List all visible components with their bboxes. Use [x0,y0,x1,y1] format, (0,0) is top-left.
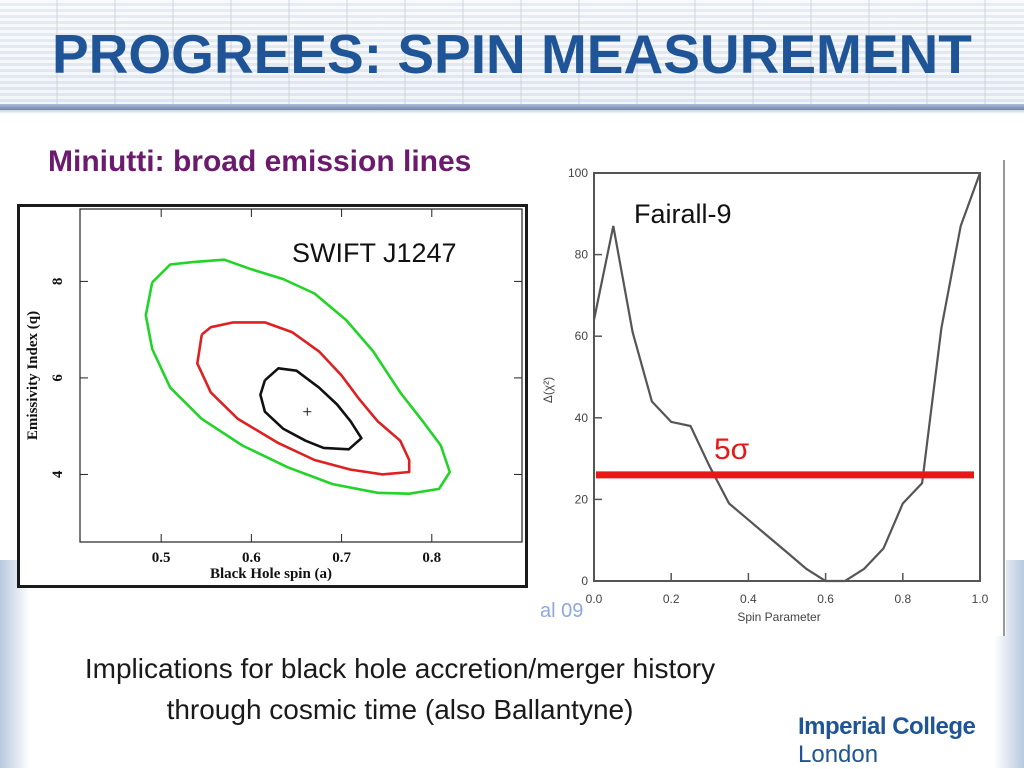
swift-j1247-label: SWIFT J1247 [292,238,457,268]
slide-caption: Implications for black hole accretion/me… [84,653,716,725]
chi2-x-tick-label: 0.2 [663,592,680,606]
chi2-curve [592,172,982,583]
confidence-contour-0 [144,258,452,496]
best-fit-marker [303,407,312,416]
chi2-x-tick-label: 0.8 [894,592,911,606]
contour-x-axis-label: Black Hole spin (a) [210,566,332,582]
contour-y-tick-label: 4 [50,470,66,478]
contour-plot: 0.5 0.6 0.7 0.8 4 6 8 Black Hole spin (a) Emis… [25,208,523,582]
chi2-y-tick-label: 0 [581,574,588,588]
chi2-y-tick-label: 100 [568,166,588,180]
contour-x-tick-label: 0.8 [422,550,441,566]
chi2-y-tick-label: 60 [575,329,589,343]
logo-text-line2: London [798,741,879,768]
contour-x-tick-label: 0.5 [152,550,171,566]
header-grid-pattern [0,0,1024,104]
contour-plot-panel: 0.5 0.6 0.7 0.8 4 6 8 Black Hole spin (a) Emis… [17,204,528,588]
header-divider [0,104,1024,110]
chi2-y-tick-label: 40 [575,411,589,425]
chi2-x-tick-label: 0.6 [817,592,834,606]
contour-x-tick-label: 0.6 [242,550,261,566]
logo-text-line1: Imperial College [798,713,976,740]
fairall-9-label: Fairall-9 [634,199,732,229]
confidence-contour-2 [259,367,363,451]
page-title: PROGREES: SPIN MEASUREMENT [52,23,972,85]
chi2-y-tick-label: 20 [575,492,589,506]
chi2-y-axis-label: Δ(χ²) [541,377,555,403]
contour-y-tick-label: 6 [50,374,66,382]
contour-x-tick-label: 0.7 [332,550,351,566]
contour-y-tick-label: 8 [50,278,66,286]
chi2-x-axis-label: Spin Parameter [737,610,820,624]
contour-y-axis-label: Emissivity Index (q) [25,311,41,440]
contour-ticks: 0.5 0.6 0.7 0.8 4 6 8 [50,209,522,566]
citation-text: al 09 [540,600,584,622]
header-divider-shadow [0,110,1024,114]
chi2-y-tick-label: 80 [575,248,589,262]
contour-lines [144,258,452,496]
contour-axes-box [79,208,523,543]
chi2-x-tick-label: 1.0 [972,592,989,606]
slide-header-band [0,0,1024,112]
chi2-x-tick-label: 0.4 [740,592,757,606]
confidence-contour-1 [196,321,411,476]
chi2-x-tick-label: 0.0 [586,592,603,606]
chi2-axes-box [593,172,981,582]
slide-subtitle: Miniutti: broad emission lines [48,145,472,178]
chi2-ticks: 0.0 0.2 0.4 0.6 0.8 1.0 0 20 40 60 80 100 [568,166,989,606]
left-edge-gradient [0,560,30,768]
imperial-college-logo: Imperial College London [798,713,978,768]
five-sigma-label: 5σ [714,433,750,466]
delta-chi2-plot: 0.0 0.2 0.4 0.6 0.8 1.0 0 20 40 60 80 100 5σ Spin P… [541,160,1005,636]
delta-chi2-panel: 0.0 0.2 0.4 0.6 0.8 1.0 0 20 40 60 80 100 5σ Spin P… [538,160,1006,636]
